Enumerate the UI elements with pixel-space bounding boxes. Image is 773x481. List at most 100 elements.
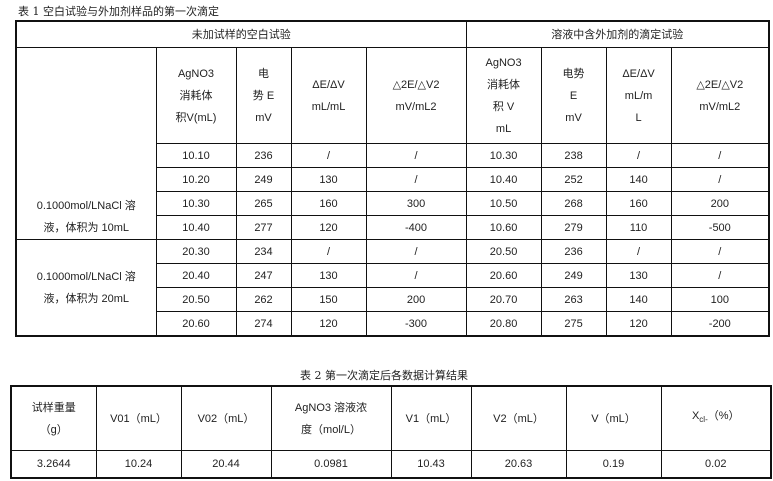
cell-line: ΔE/ΔV	[622, 67, 655, 80]
cell-line: mL/mL	[311, 100, 346, 113]
cell-line: 消耗体	[179, 89, 213, 102]
cell-line: 电势	[562, 67, 585, 80]
cell-line: E	[569, 89, 578, 102]
cell-line: AgNO3	[177, 67, 215, 80]
table-cell: 20.63	[470, 450, 567, 479]
cell-line: V1（mL）	[405, 412, 457, 425]
cell-line: 液，体积为 10mL	[43, 222, 130, 234]
table-cell: 236	[235, 143, 292, 168]
cell-line: cl-	[699, 415, 708, 425]
table-cell: 110	[605, 215, 672, 240]
table-cell: /	[670, 263, 770, 288]
cell-line: mL	[495, 122, 512, 135]
table-cell: 265	[235, 191, 292, 216]
column-header: V02（mL）	[180, 385, 272, 451]
table-cell: 252	[540, 167, 607, 192]
table-cell: 20.44	[180, 450, 272, 479]
table-cell: 10.50	[465, 191, 542, 216]
table-cell: 249	[235, 167, 292, 192]
cell-line: AgNO3	[485, 56, 522, 69]
table-cell: 277	[235, 215, 292, 240]
cell-line: 0.1000mol/LNaCl 溶	[36, 270, 136, 283]
table-cell: /	[290, 239, 367, 264]
cell-line: 消耗体	[487, 78, 521, 91]
table-cell: 200	[670, 191, 770, 216]
table-cell: 20.70	[465, 287, 542, 312]
table-cell: 268	[540, 191, 607, 216]
table-cell: -300	[365, 311, 467, 337]
table-cell: 100	[670, 287, 770, 312]
cell-line: △2E/△V2	[696, 78, 744, 91]
column-header: 电势 E mV	[235, 47, 292, 144]
cell-line: mV/mL2	[395, 100, 437, 113]
table-cell: 20.80	[465, 311, 542, 337]
table-cell: 3.2644	[10, 450, 97, 479]
table-cell: 0.0981	[270, 450, 392, 479]
table-cell: 200	[365, 287, 467, 312]
table-cell: 20.60	[155, 311, 237, 337]
table-cell: 279	[540, 215, 607, 240]
table-cell: /	[605, 239, 672, 264]
results-table: 试样重量 （g） V01（mL） V02（mL） AgNO3 溶液浓 度（mol/L） V1…	[10, 385, 772, 479]
cell-line: AgNO3 溶液浓	[294, 401, 368, 414]
table-cell: 20.40	[155, 263, 237, 288]
cell-line: 电	[258, 67, 269, 80]
table-cell: 10.10	[155, 143, 237, 168]
group-label: 0.1000mol/LNaCl 溶液，体积为 10mL	[15, 47, 157, 240]
cell-line: mL/m	[624, 89, 653, 102]
column-header: AgNO3 溶液浓 度（mol/L）	[270, 385, 392, 451]
cell-line: L	[635, 111, 642, 124]
column-header: AgNO3 消耗体 积V(mL)	[155, 47, 237, 144]
table-cell: 10.60	[465, 215, 542, 240]
cell-line: 液，体积为 20mL	[43, 292, 130, 305]
table-cell: 234	[235, 239, 292, 264]
column-header: ΔE/ΔV mL/mL	[290, 47, 367, 144]
table-cell: 10.40	[465, 167, 542, 192]
table-cell: 20.50	[465, 239, 542, 264]
table-cell: 140	[605, 287, 672, 312]
table-row: 20.50 262 150 200 20.70 263 140 100	[16, 287, 770, 312]
table-cell: 20.60	[465, 263, 542, 288]
table-cell: /	[605, 143, 672, 168]
table-row: 20.40 247 130/20.60 249 130/	[16, 263, 770, 288]
table-cell: 140	[605, 167, 672, 192]
cell-line: 势 E	[252, 89, 275, 102]
table-cell: /	[365, 143, 467, 168]
cell-line: 度（mol/L）	[301, 423, 361, 436]
table-cell: 274	[235, 311, 292, 337]
table-cell: /	[670, 167, 770, 192]
table-cell: 10.30	[155, 191, 237, 216]
column-header: Xcl-（%）	[660, 385, 772, 451]
cell-line: mV	[255, 111, 272, 124]
cell-line: （%）	[707, 410, 740, 423]
table-cell: /	[290, 143, 367, 168]
table-cell: 275	[540, 311, 607, 337]
table-cell: 120	[290, 311, 367, 337]
column-header: △2E/△V2 mV/mL2	[365, 47, 467, 144]
table-cell: /	[670, 143, 770, 168]
table-cell: 160	[290, 191, 367, 216]
table-cell: -200	[670, 311, 770, 337]
group-header-sample: 溶液中含外加剂的滴定试验	[465, 20, 770, 48]
cell-line: 0.1000mol/LNaCl 溶	[36, 200, 136, 212]
table-cell: 120	[290, 215, 367, 240]
column-header: V1（mL）	[390, 385, 472, 451]
cell-line: V02（mL）	[197, 412, 255, 425]
table-cell: 300	[365, 191, 467, 216]
column-header: 试样重量 （g）	[10, 385, 97, 451]
cell-line: V01（mL）	[110, 412, 167, 425]
table-cell: 238	[540, 143, 607, 168]
table-row: 0.1000mol/LNaCl 溶液，体积为 20mL 20.30 234//20.…	[15, 239, 770, 337]
column-header: V（mL）	[565, 385, 662, 451]
group-header-blank: 未加试样的空白试验	[15, 20, 467, 48]
table-cell: 120	[605, 311, 672, 337]
cell-line: （g）	[39, 423, 68, 436]
column-header: AgNO3 消耗体积 V mL	[465, 47, 542, 144]
table-cell: 150	[290, 287, 367, 312]
cell-line: mV/mL2	[699, 100, 741, 113]
table-cell: 20.30	[155, 239, 237, 264]
table-cell: -500	[670, 215, 770, 240]
table-cell: 10.40	[155, 215, 237, 240]
cell-line: V（mL）	[591, 412, 636, 425]
